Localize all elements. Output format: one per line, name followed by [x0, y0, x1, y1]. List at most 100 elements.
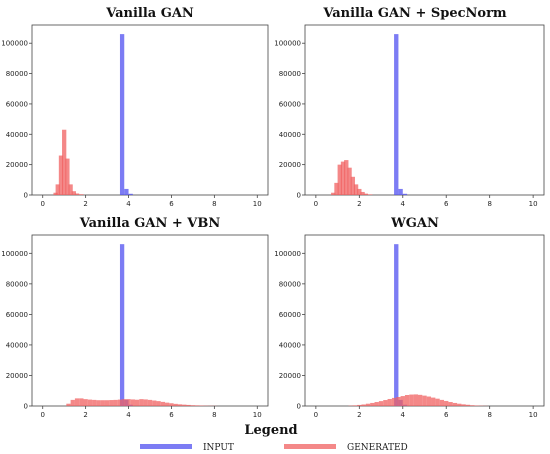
bar-generated — [350, 176, 355, 195]
bar-generated — [173, 403, 178, 406]
bar-generated — [152, 400, 157, 406]
x-tick-label: 8 — [487, 200, 491, 208]
bar-generated — [383, 400, 388, 406]
bar-generated — [177, 404, 183, 406]
y-tick-label: 100000 — [274, 40, 301, 48]
panel-title: WGAN — [390, 216, 439, 231]
x-tick-label: 6 — [444, 200, 449, 208]
bar-generated — [400, 396, 405, 406]
legend-label-input: INPUT — [203, 443, 234, 453]
bar-generated — [426, 396, 432, 406]
bar-generated — [122, 399, 127, 406]
x-tick-label: 4 — [401, 411, 406, 419]
y-tick-label: 60000 — [6, 100, 28, 108]
legend-swatch-generated — [284, 444, 336, 449]
y-tick-label: 40000 — [6, 341, 28, 349]
x-tick-label: 0 — [40, 411, 44, 419]
y-tick-label: 0 — [24, 403, 28, 411]
bar-generated — [363, 193, 369, 195]
x-tick-label: 2 — [357, 200, 361, 208]
bar-generated — [160, 401, 166, 406]
bar-generated — [431, 397, 436, 406]
bar-generated — [156, 401, 161, 406]
plot-area: 0 2 4 6 8 10 0 20000 40000 60000 80000 100000 — [1, 234, 269, 419]
bar-generated — [109, 400, 114, 406]
bar-generated — [83, 399, 88, 406]
bar-generated — [74, 398, 80, 406]
bar-generated — [62, 129, 67, 195]
y-tick-label: 60000 — [6, 311, 28, 319]
y-tick-label: 20000 — [279, 372, 301, 380]
panel-vanilla-gan-vbn: Vanilla GAN + VBN 0 2 4 6 8 10 0 20000 40000 6000… — [1, 216, 269, 419]
legend-swatch-input — [140, 444, 192, 449]
panel-title: Vanilla GAN + VBN — [79, 216, 221, 231]
bar-generated — [439, 399, 445, 406]
bar-generated — [134, 399, 140, 406]
bar-generated — [143, 399, 148, 406]
bar-generated — [79, 398, 84, 406]
bar-generated — [365, 403, 371, 406]
bar-generated — [404, 395, 410, 406]
bar-input — [124, 188, 129, 195]
bar-input — [398, 188, 403, 195]
bar-generated — [68, 184, 73, 196]
bar-generated — [353, 184, 359, 196]
y-tick-label: 40000 — [279, 131, 301, 139]
bar-generated — [104, 400, 110, 406]
bar-generated — [100, 400, 105, 406]
x-tick-label: 6 — [169, 411, 174, 419]
y-tick-label: 80000 — [6, 70, 28, 78]
bar-generated — [352, 405, 358, 406]
bar-generated — [169, 403, 174, 406]
bar-generated — [79, 194, 84, 195]
bar-generated — [147, 399, 153, 406]
y-tick-label: 100000 — [1, 40, 28, 48]
bar-generated — [361, 404, 366, 406]
bar-generated — [340, 161, 346, 195]
bar-input — [119, 244, 125, 406]
y-tick-label: 60000 — [279, 311, 301, 319]
y-tick-label: 0 — [297, 192, 301, 200]
bar-generated — [337, 164, 342, 195]
bar-input — [394, 244, 399, 406]
bar-input — [119, 34, 125, 195]
bar-generated — [70, 399, 75, 406]
y-tick-label: 80000 — [279, 70, 301, 78]
plot-area: 0 2 4 6 8 10 0 20000 40000 60000 80000 100000 — [274, 234, 545, 419]
x-tick-label: 4 — [401, 200, 406, 208]
bar-generated — [55, 184, 60, 196]
bar-generated — [391, 397, 397, 406]
bar-generated — [66, 403, 71, 406]
bar-generated — [53, 192, 58, 195]
bar-generated — [165, 402, 170, 406]
bar-generated — [71, 191, 76, 195]
plot-area: 0 2 4 6 8 10 0 20000 40000 60000 80000 100000 — [274, 24, 545, 208]
bar-generated — [96, 400, 101, 406]
legend-title: Legend — [244, 423, 297, 438]
y-tick-label: 20000 — [6, 161, 28, 169]
bar-generated — [435, 398, 440, 406]
x-tick-label: 10 — [529, 411, 538, 419]
bar-generated — [344, 160, 349, 195]
bar-generated — [368, 194, 373, 195]
bar-generated — [113, 399, 118, 406]
bar-generated — [58, 155, 64, 195]
bar-generated — [190, 405, 196, 406]
y-tick-label: 80000 — [6, 280, 28, 288]
bar-generated — [347, 167, 352, 195]
x-tick-label: 10 — [529, 200, 538, 208]
bar-generated — [396, 396, 401, 406]
panel-wgan: WGAN 0 2 4 6 8 10 0 20000 40000 60000 80000 100000 — [274, 216, 545, 419]
bar-generated — [452, 402, 458, 406]
bar-generated — [387, 398, 392, 406]
bar-generated — [370, 402, 375, 406]
bar-generated — [470, 405, 475, 406]
bar-generated — [195, 405, 200, 406]
bar-generated — [117, 399, 123, 406]
panel-vanilla-gan: Vanilla GAN 0 2 4 6 8 10 0 20000 40000 60000 80000… — [1, 6, 269, 208]
y-tick-label: 60000 — [279, 100, 301, 108]
bar-generated — [448, 402, 453, 406]
bar-generated — [130, 399, 135, 406]
x-tick-label: 0 — [314, 200, 318, 208]
